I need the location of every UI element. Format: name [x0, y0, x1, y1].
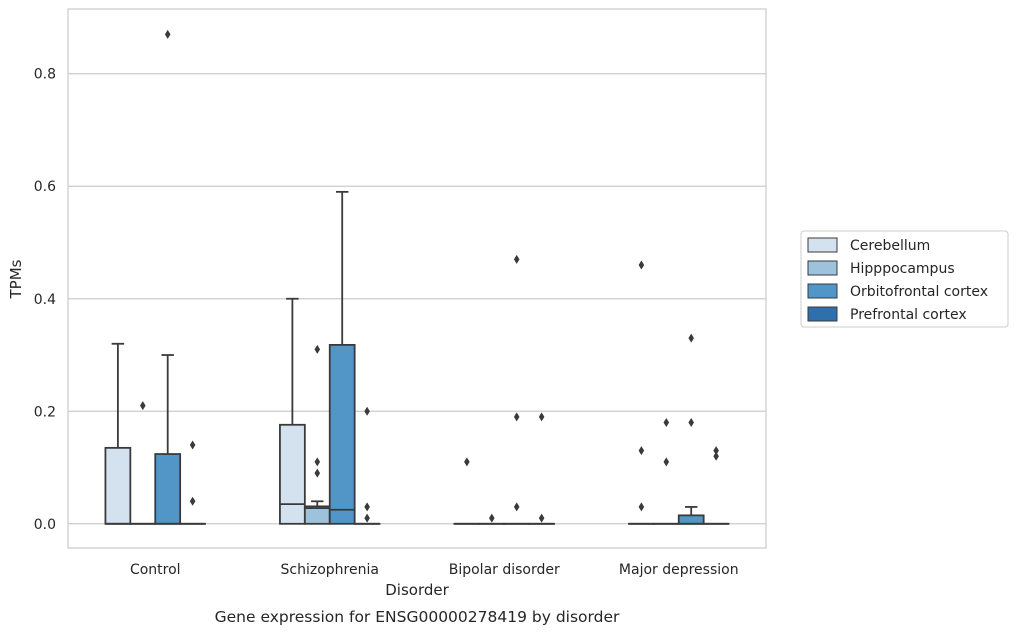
box-iqr	[677, 514, 705, 525]
box-series	[104, 190, 730, 525]
outlier-point	[638, 446, 645, 456]
outlier-point	[140, 401, 146, 411]
plot-area-frame	[67, 8, 767, 549]
figure-caption: Gene expression for ENSG00000278419 by d…	[215, 608, 620, 626]
y-tick-label: 0.4	[34, 292, 56, 308]
legend-swatch	[807, 283, 838, 299]
legend-label: Cerebellum	[850, 238, 930, 254]
outlier-point	[688, 418, 694, 428]
legend-swatch	[807, 306, 838, 322]
outlier-point	[489, 513, 495, 523]
outlier-point	[513, 502, 520, 512]
y-axis-ticks: 0.0 0.2 0.4 0.6 0.8	[34, 67, 56, 533]
outlier-point	[164, 29, 171, 39]
outlier-point	[638, 260, 645, 270]
outlier-point	[364, 406, 370, 416]
outlier-point	[688, 333, 694, 343]
box-iqr	[154, 453, 182, 525]
y-tick-label: 0.0	[34, 517, 56, 533]
legend-swatch	[807, 260, 838, 276]
outlier-point	[713, 451, 719, 461]
outlier-point	[513, 254, 520, 264]
outlier-point	[314, 344, 321, 354]
y-tick-label: 0.8	[34, 67, 56, 83]
box-cerebellum	[279, 297, 306, 525]
x-tick-label: Schizophrenia	[281, 562, 379, 578]
x-tick-label: Major depression	[619, 562, 739, 578]
box-orbitofrontal-cortex	[677, 506, 705, 525]
outlier-point	[314, 468, 321, 478]
box-iqr	[328, 343, 356, 525]
box-iqr	[303, 505, 331, 525]
outlier-point	[538, 513, 545, 523]
outlier-point	[513, 412, 520, 422]
legend-frame	[800, 230, 1009, 328]
outlier-point	[364, 513, 370, 523]
box-iqr	[104, 446, 132, 525]
legend: Cerebellum Hipppocampus Orbitofrontal cort…	[800, 230, 1009, 328]
outlier-point	[314, 457, 321, 467]
outlier-point	[713, 446, 719, 456]
outlier-point	[663, 418, 670, 428]
box-orbitofrontal-cortex	[154, 354, 182, 525]
outlier-point	[464, 457, 470, 467]
x-tick-label: Control	[130, 562, 181, 578]
y-tick-label: 0.6	[34, 179, 56, 195]
outlier-point	[189, 440, 196, 450]
legend-label: Orbitofrontal cortex	[850, 284, 988, 300]
legend-label: Prefrontal cortex	[850, 307, 967, 323]
box-cerebellum	[104, 342, 132, 525]
box-hipppocampus	[303, 500, 331, 525]
outlier-point	[638, 502, 645, 512]
outlier-point	[663, 457, 670, 467]
legend-label: Hipppocampus	[850, 261, 955, 277]
outlier-point	[189, 496, 196, 506]
outlier-point	[364, 502, 370, 512]
y-axis-label: TPMs	[7, 259, 25, 299]
box-iqr	[279, 423, 306, 525]
outlier-point	[538, 412, 545, 422]
x-axis-label: Disorder	[385, 581, 449, 599]
y-tick-label: 0.2	[34, 404, 56, 420]
x-tick-label: Bipolar disorder	[449, 562, 560, 578]
box-orbitofrontal-cortex	[328, 190, 356, 525]
legend-swatch	[807, 237, 838, 253]
outlier-points	[140, 29, 719, 523]
x-axis-ticks: Control Schizophrenia Bipolar disorder Majo…	[130, 562, 739, 578]
